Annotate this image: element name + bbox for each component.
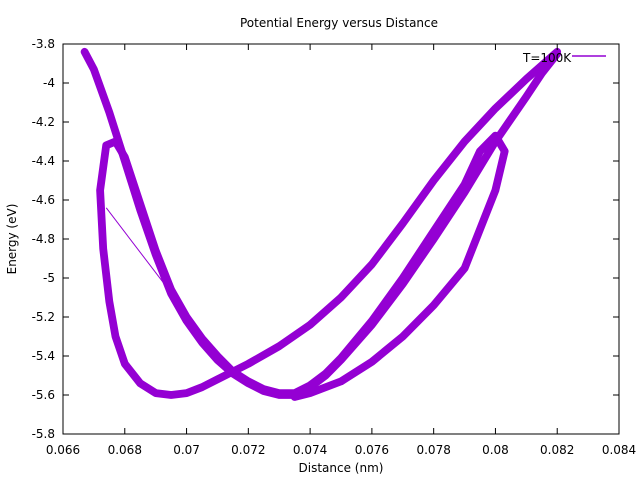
x-axis-ticks: 0.066 0.068 0.07 0.072 0.074 0.076 0.078 0.08 0.…: [46, 44, 636, 457]
series-band: [96, 47, 562, 401]
y-tick-label: -5.6: [32, 388, 55, 402]
y-tick-label: -3.8: [32, 37, 55, 51]
x-tick-label: 0.082: [540, 443, 574, 457]
x-tick-label: 0.08: [482, 443, 509, 457]
chart-title: Potential Energy versus Distance: [240, 16, 438, 30]
legend: T=100K: [522, 51, 606, 65]
series-layer: [80, 47, 562, 401]
y-tick-label: -4.6: [32, 193, 55, 207]
legend-label: T=100K: [522, 51, 572, 65]
x-tick-label: 0.072: [231, 443, 265, 457]
y-tick-label: -5: [43, 271, 55, 285]
y-axis-ticks: -5.8 -5.6 -5.4 -5.2 -5 -4.8 -4.6 -4.4 -4.2 -4 -3.8: [32, 37, 619, 441]
x-tick-label: 0.078: [416, 443, 450, 457]
y-tick-label: -4: [43, 76, 55, 90]
x-tick-label: 0.076: [355, 443, 389, 457]
y-tick-label: -4.4: [32, 154, 55, 168]
x-tick-label: 0.074: [293, 443, 327, 457]
y-tick-label: -5.4: [32, 349, 55, 363]
x-tick-label: 0.07: [173, 443, 200, 457]
x-tick-label: 0.068: [108, 443, 142, 457]
y-tick-label: -5.8: [32, 427, 55, 441]
x-tick-label: 0.084: [602, 443, 636, 457]
x-axis-label: Distance (nm): [299, 461, 384, 475]
series-segment: [105, 207, 187, 314]
x-tick-label: 0.066: [46, 443, 80, 457]
y-tick-label: -5.2: [32, 310, 55, 324]
y-tick-label: -4.8: [32, 232, 55, 246]
y-tick-label: -4.2: [32, 115, 55, 129]
y-axis-label: Energy (eV): [5, 204, 19, 275]
